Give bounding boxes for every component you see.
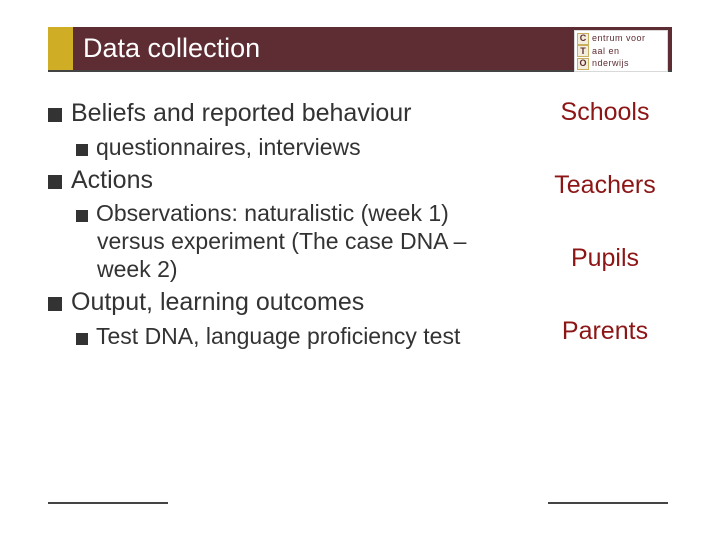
logo-word: nderwijs — [592, 59, 629, 68]
right-item-schools: Schools — [520, 98, 690, 127]
footer-rule-left — [48, 502, 168, 504]
bullet-text: Actions — [71, 166, 153, 194]
square-bullet-icon — [48, 175, 62, 189]
right-column: Schools Teachers Pupils Parents — [520, 98, 690, 390]
bullet-text: questionnaires, interviews — [96, 134, 361, 160]
bullet-lvl2: Test DNA, language proficiency test — [76, 322, 483, 350]
bullet-lvl1: Beliefs and reported behaviour — [48, 98, 483, 129]
body-content: Beliefs and reported behaviour questionn… — [48, 98, 483, 354]
logo-word: aal en — [592, 47, 620, 56]
square-bullet-icon — [76, 210, 88, 222]
bullet-lvl2: questionnaires, interviews — [76, 133, 483, 161]
bullet-lvl2: Observations: naturalistic (week 1) vers… — [76, 199, 483, 283]
bullet-text: Observations: naturalistic (week 1) vers… — [96, 200, 466, 282]
bullet-lvl1: Actions — [48, 165, 483, 196]
bullet-lvl1: Output, learning outcomes — [48, 287, 483, 318]
bullet-text: Output, learning outcomes — [71, 288, 364, 316]
right-item-parents: Parents — [520, 317, 690, 346]
square-bullet-icon — [48, 297, 62, 311]
right-item-pupils: Pupils — [520, 244, 690, 273]
title-accent — [48, 27, 73, 70]
slide-title: Data collection — [83, 33, 260, 64]
square-bullet-icon — [76, 144, 88, 156]
bullet-text: Beliefs and reported behaviour — [71, 99, 412, 127]
footer-rule-right — [548, 502, 668, 504]
logo-letter: O — [577, 58, 589, 70]
right-item-teachers: Teachers — [520, 171, 690, 200]
bullet-text: Test DNA, language proficiency test — [96, 323, 460, 349]
logo: C entrum voor T aal en O nderwijs — [574, 30, 668, 72]
square-bullet-icon — [76, 333, 88, 345]
slide: Data collection C entrum voor T aal en O… — [0, 0, 720, 540]
logo-letter: C — [577, 33, 589, 45]
logo-word: entrum voor — [592, 34, 646, 43]
logo-letter: T — [577, 45, 589, 57]
square-bullet-icon — [48, 108, 62, 122]
